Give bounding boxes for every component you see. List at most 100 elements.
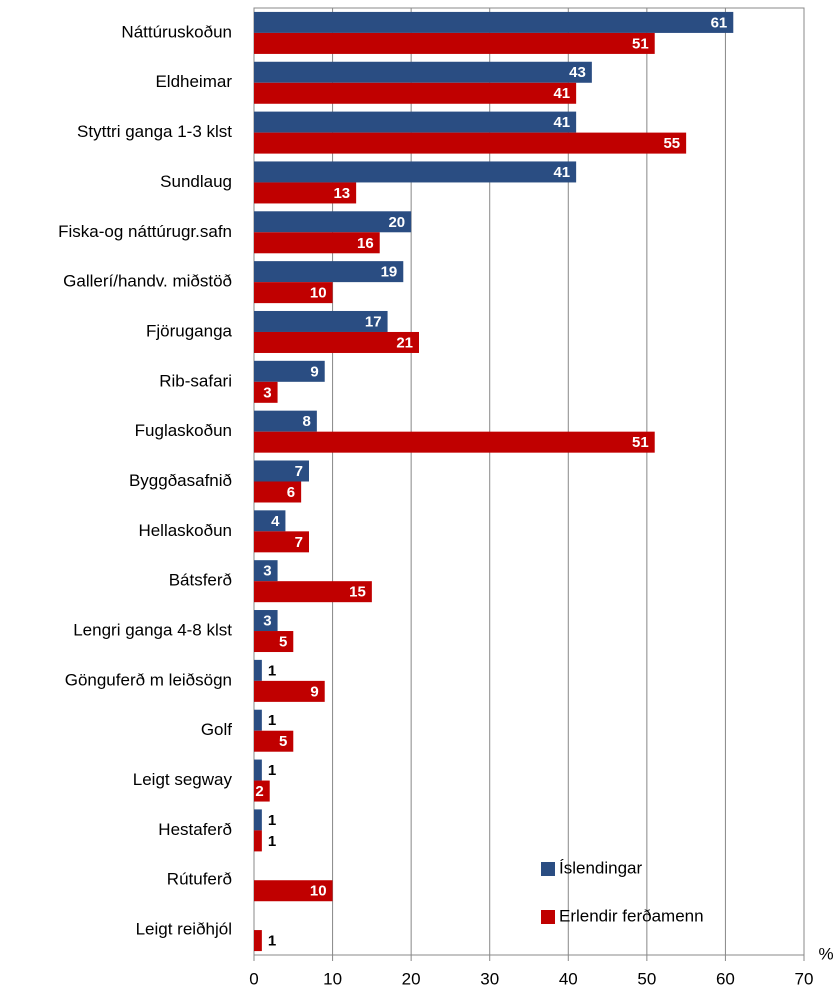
x-tick-label: 50: [637, 969, 656, 988]
bar: [254, 310, 388, 332]
y-tick-label: Fuglaskoðun: [135, 421, 232, 440]
bar: [254, 331, 419, 353]
y-tick-label: Sundlaug: [160, 172, 232, 191]
legend-label: Erlendir ferðamenn: [559, 906, 704, 925]
bar: [254, 809, 262, 831]
bar: [254, 659, 262, 681]
x-tick-label: 30: [480, 969, 499, 988]
bar: [254, 410, 317, 432]
y-tick-label: Styttri ganga 1-3 klst: [77, 122, 232, 141]
x-tick-label: 70: [795, 969, 814, 988]
value-label: 61: [711, 14, 728, 31]
value-label: 3: [263, 384, 271, 401]
y-tick-label: Fiska-og náttúrugr.safn: [58, 222, 232, 241]
y-tick-label: Golf: [201, 720, 232, 739]
legend-swatch: [541, 862, 555, 876]
value-label: 21: [396, 334, 413, 351]
x-tick-label: 60: [716, 969, 735, 988]
bar: [254, 709, 262, 731]
y-tick-label: Hestaferð: [158, 820, 232, 839]
value-label: 13: [333, 185, 350, 202]
value-label: 41: [553, 164, 570, 181]
bar: [254, 880, 333, 902]
bar: [254, 132, 687, 154]
y-tick-label: Fjöruganga: [146, 321, 233, 340]
legend-label: Íslendingar: [559, 858, 643, 877]
value-label: 16: [357, 235, 374, 252]
value-label: 1: [268, 833, 276, 850]
value-label: 3: [263, 563, 271, 580]
y-tick-label: Rútuferð: [167, 870, 232, 889]
y-tick-label: Byggðasafnið: [129, 471, 232, 490]
bar: [254, 11, 734, 33]
value-label: 5: [279, 733, 287, 750]
bar: [254, 182, 357, 204]
value-label: 19: [381, 264, 398, 281]
x-tick-label: 10: [323, 969, 342, 988]
bar: [254, 381, 278, 403]
value-label: 4: [271, 513, 280, 530]
value-label: 20: [388, 214, 405, 231]
x-axis-label: %: [818, 944, 833, 963]
value-label: 10: [310, 285, 327, 302]
value-label: 3: [263, 612, 271, 629]
bar: [254, 211, 412, 233]
value-label: 7: [295, 463, 303, 480]
bar: [254, 161, 577, 183]
value-label: 6: [287, 484, 295, 501]
bar: [254, 780, 270, 802]
bar: [254, 759, 262, 781]
value-label: 9: [310, 363, 318, 380]
bar: [254, 730, 294, 752]
bar: [254, 431, 655, 453]
bar: [254, 510, 286, 532]
value-label: 15: [349, 584, 366, 601]
bar: [254, 460, 309, 482]
bar: [254, 232, 380, 254]
value-label: 17: [365, 313, 382, 330]
bar: [254, 680, 325, 702]
value-label: 1: [268, 933, 276, 950]
value-label: 7: [295, 534, 303, 551]
value-label: 9: [310, 683, 318, 700]
bar: [254, 61, 592, 83]
y-tick-label: Bátsferð: [169, 571, 232, 590]
value-label: 41: [553, 85, 570, 102]
y-tick-label: Náttúruskoðun: [121, 22, 232, 41]
bar: [254, 32, 655, 54]
bar: [254, 282, 333, 304]
value-label: 1: [268, 662, 276, 679]
y-tick-label: Eldheimar: [155, 72, 232, 91]
x-tick-label: 40: [559, 969, 578, 988]
bar: [254, 930, 262, 952]
value-label: 1: [268, 812, 276, 829]
value-label: 8: [303, 413, 311, 430]
bar: [254, 560, 278, 582]
bar: [254, 111, 577, 133]
bar: [254, 581, 372, 603]
legend-swatch: [541, 910, 555, 924]
bar: [254, 610, 278, 632]
y-tick-label: Lengri ganga 4-8 klst: [73, 621, 232, 640]
x-tick-label: 0: [249, 969, 258, 988]
value-label: 5: [279, 633, 287, 650]
y-tick-label: Gönguferð m leiðsögn: [65, 670, 232, 689]
bar: [254, 531, 309, 553]
bar: [254, 261, 404, 283]
value-label: 2: [255, 783, 263, 800]
value-label: 51: [632, 434, 649, 451]
bar: [254, 360, 325, 382]
bar: [254, 481, 302, 503]
bar: [254, 82, 577, 104]
y-tick-label: Rib-safari: [159, 371, 232, 390]
value-label: 51: [632, 35, 649, 52]
value-label: 1: [268, 712, 276, 729]
bar: [254, 830, 262, 852]
value-label: 1: [268, 762, 276, 779]
y-tick-label: Gallerí/handv. miðstöð: [63, 272, 232, 291]
y-tick-label: Leigt reiðhjól: [136, 920, 232, 939]
x-tick-label: 20: [402, 969, 421, 988]
value-label: 55: [663, 135, 680, 152]
value-label: 43: [569, 64, 586, 81]
